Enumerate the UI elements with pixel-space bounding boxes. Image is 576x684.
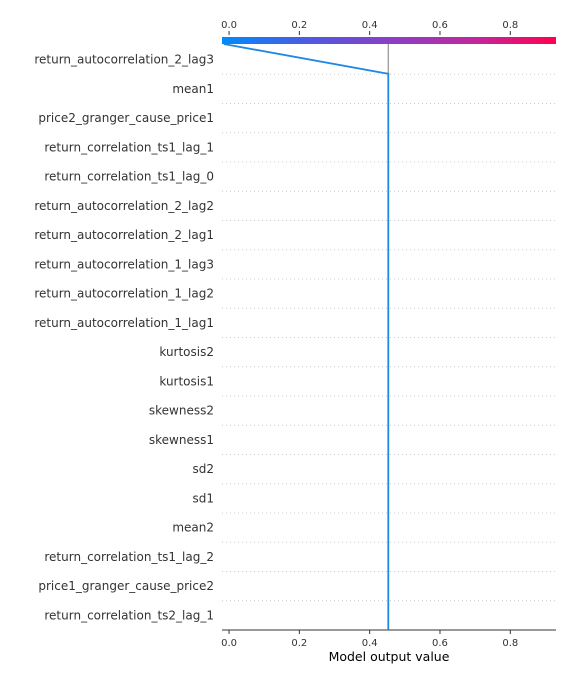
feature-labels: return_autocorrelation_2_lag3 mean1 price2… bbox=[34, 53, 214, 623]
x-axis-title: Model output value bbox=[329, 649, 450, 664]
feature-label: skewness1 bbox=[149, 433, 214, 447]
top-tick-label: 0.2 bbox=[291, 20, 307, 31]
top-tick-label: 0.0 bbox=[221, 20, 237, 31]
feature-label: return_correlation_ts1_lag_2 bbox=[44, 550, 214, 564]
feature-label: return_autocorrelation_2_lag3 bbox=[34, 53, 214, 67]
bottom-tick-label: 0.8 bbox=[502, 638, 518, 649]
feature-label: return_autocorrelation_1_lag2 bbox=[34, 287, 214, 301]
bottom-tick-label: 0.6 bbox=[432, 638, 448, 649]
feature-label: kurtosis2 bbox=[159, 345, 214, 359]
bottom-tick-label: 0.0 bbox=[221, 638, 237, 649]
feature-label: return_correlation_ts1_lag_0 bbox=[44, 170, 214, 184]
top-tick-label: 0.6 bbox=[432, 20, 448, 31]
bottom-tick-label: 0.4 bbox=[362, 638, 378, 649]
feature-label: return_correlation_ts1_lag_1 bbox=[44, 140, 214, 154]
feature-label: return_correlation_ts2_lag_1 bbox=[44, 608, 214, 622]
feature-label: mean2 bbox=[172, 521, 214, 535]
bottom-tick-label: 0.2 bbox=[291, 638, 307, 649]
feature-label: return_autocorrelation_1_lag3 bbox=[34, 257, 214, 271]
feature-label: return_autocorrelation_1_lag1 bbox=[34, 316, 214, 330]
color-bar bbox=[222, 37, 556, 44]
feature-label: mean1 bbox=[172, 82, 214, 96]
feature-label: kurtosis1 bbox=[159, 374, 214, 388]
feature-label: price1_granger_cause_price2 bbox=[38, 579, 214, 593]
top-tick-label: 0.8 bbox=[502, 20, 518, 31]
feature-label: sd1 bbox=[192, 491, 214, 505]
feature-label: skewness2 bbox=[149, 404, 214, 418]
top-tick-label: 0.4 bbox=[362, 20, 378, 31]
feature-label: price2_granger_cause_price1 bbox=[38, 111, 214, 125]
feature-label: return_autocorrelation_2_lag2 bbox=[34, 199, 214, 213]
top-axis: 0.0 0.2 0.4 0.6 0.8 bbox=[221, 20, 518, 35]
feature-label: return_autocorrelation_2_lag1 bbox=[34, 228, 214, 242]
bottom-axis: 0.0 0.2 0.4 0.6 0.8 bbox=[221, 630, 556, 649]
feature-label: sd2 bbox=[192, 462, 214, 476]
